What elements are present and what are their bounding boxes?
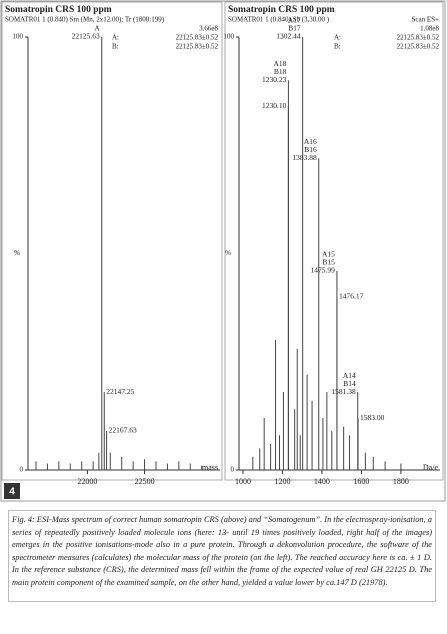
- x-tick-label: 22000: [77, 477, 97, 486]
- peak-label: 22147.25: [106, 387, 134, 396]
- peak-label: 1302.44: [276, 32, 301, 41]
- scale: 3.66e8: [199, 25, 218, 33]
- peak-label: A18: [273, 59, 286, 68]
- x-tick-label: 1000: [235, 477, 251, 486]
- peak-label: B18: [274, 67, 287, 76]
- panel-frame: [224, 1, 444, 481]
- scale: 1.08e8: [420, 25, 439, 33]
- stat-key: A:: [334, 34, 341, 42]
- peak-label: 1475.99: [311, 266, 336, 275]
- peak-label: B14: [343, 379, 356, 388]
- y-axis-label: %: [225, 249, 231, 257]
- caption: Fig. 4: ESI-Mass spectrum of correct hum…: [8, 510, 436, 602]
- peak-label: 1230.10: [262, 101, 287, 110]
- chart-title: Somatropin CRS 100 ppm: [228, 5, 335, 15]
- peak-label: 1383.88: [292, 153, 317, 162]
- x-axis-label: mass: [202, 463, 218, 472]
- peak-label: 1581.38: [331, 387, 356, 396]
- stat-key: A:: [112, 34, 119, 42]
- x-tick-label: 1800: [393, 477, 409, 486]
- figure-label-box: [4, 483, 20, 499]
- stat-value: 22125.83±0.52: [397, 34, 440, 42]
- x-tick-label: 22500: [135, 477, 155, 486]
- peak-label: B17: [288, 24, 301, 33]
- stat-key: B:: [334, 43, 341, 51]
- peak-label: 22125.63: [72, 32, 100, 41]
- x-tick-label: 1400: [314, 477, 330, 486]
- x-tick-label: 1600: [353, 477, 369, 486]
- peak-label: 22167.63: [109, 426, 137, 435]
- panel-frame: [1, 1, 223, 481]
- peak-label: 1476.17: [339, 292, 364, 301]
- y-tick-label: 100: [224, 33, 235, 41]
- chart-header: SOMATR01 1 (0.840) Sb (3,30.00 ): [228, 16, 330, 24]
- peak-label: A: [94, 24, 100, 33]
- scan-mode: Scan ES+: [412, 16, 440, 24]
- x-axis-label: Da/e: [423, 463, 439, 472]
- peak-label: A14: [343, 371, 356, 380]
- y-axis-label: %: [14, 249, 20, 257]
- peak-label: 1583.00: [360, 413, 385, 422]
- y-tick-label: 100: [13, 33, 24, 41]
- peak-label: A15: [322, 250, 335, 259]
- stat-value: 22125.83±0.52: [176, 43, 219, 51]
- stat-value: 22125.83±0.52: [176, 34, 219, 42]
- y-tick-label: 0: [231, 466, 235, 474]
- peak-label: B15: [322, 258, 335, 267]
- peak-label: B16: [304, 145, 317, 154]
- peak-label: 1230.23: [262, 75, 287, 84]
- stat-key: B:: [112, 43, 119, 51]
- x-tick-label: 1200: [274, 477, 290, 486]
- chart-title: Somatropin CRS 100 ppm: [5, 5, 112, 15]
- peak-label: A17: [288, 16, 301, 25]
- figure-frame: [0, 0, 446, 502]
- chart-header: SOMATR01 1 (0.840) Sm (Mn, 2x12.00); Tr …: [5, 16, 165, 24]
- peak-label: A16: [304, 137, 317, 146]
- y-tick-label: 0: [20, 466, 24, 474]
- figure-label: 4: [9, 487, 15, 498]
- stat-value: 22125.83±0.52: [397, 43, 440, 51]
